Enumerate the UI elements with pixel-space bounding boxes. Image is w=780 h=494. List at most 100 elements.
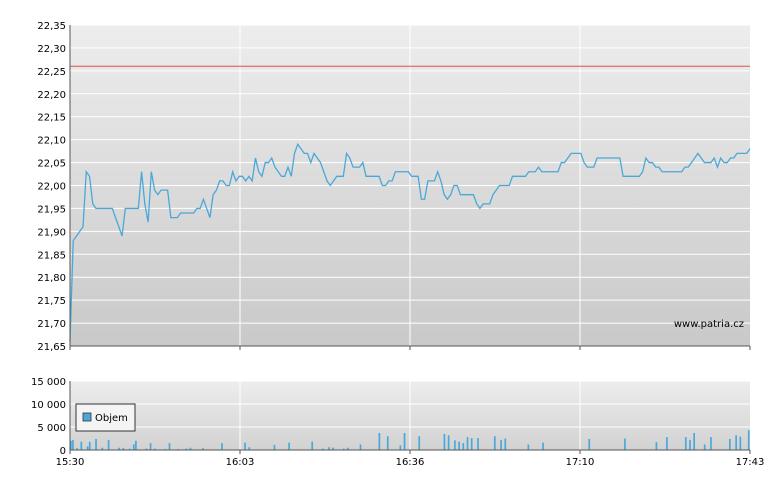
volume-bar xyxy=(462,443,465,450)
volume-bar xyxy=(386,436,389,450)
volume-bar xyxy=(527,444,530,450)
x-tick-label: 17:10 xyxy=(566,457,595,468)
volume-bar xyxy=(101,447,104,450)
volume-bar xyxy=(542,442,544,450)
volume-bar xyxy=(332,447,335,450)
volume-bar xyxy=(729,438,731,450)
volume-bar xyxy=(458,441,460,450)
volume-bar xyxy=(202,448,204,450)
volume-bar xyxy=(288,442,290,450)
x-tick-label: 15:30 xyxy=(56,457,85,468)
volume-bar xyxy=(185,448,188,450)
volume-bar xyxy=(493,436,496,450)
volume-y-tick-label: 0 xyxy=(60,446,66,457)
volume-y-tick-label: 5 000 xyxy=(37,423,66,434)
volume-bar xyxy=(477,438,479,450)
volume-bar xyxy=(321,448,324,450)
volume-bar xyxy=(403,432,406,450)
volume-bar xyxy=(248,447,251,450)
volume-bar xyxy=(122,448,125,450)
legend-label: Objem xyxy=(95,413,128,424)
watermark: www.patria.cz xyxy=(674,319,744,330)
volume-bar xyxy=(107,439,110,450)
volume-bars xyxy=(70,430,750,450)
volume-bar xyxy=(693,432,696,450)
volume-bar xyxy=(189,447,192,450)
price-y-tick-label: 21,70 xyxy=(37,319,66,330)
volume-bar xyxy=(447,435,450,450)
volume-bar xyxy=(168,443,171,450)
volume-bar xyxy=(739,436,742,450)
volume-bar xyxy=(76,448,78,450)
volume-bar xyxy=(359,444,362,450)
volume-bar xyxy=(666,437,668,450)
x-tick-label: 17:43 xyxy=(736,457,765,468)
volume-y-axis: 0 5 000 10 000 15 000 xyxy=(31,377,66,457)
volume-bar xyxy=(588,438,591,450)
price-y-tick-label: 22,25 xyxy=(37,67,66,78)
price-y-tick-label: 21,90 xyxy=(37,227,66,238)
volume-bar xyxy=(655,442,658,450)
volume-bar xyxy=(153,448,156,450)
volume-bar xyxy=(128,448,131,450)
volume-bar xyxy=(735,435,737,450)
volume-bar xyxy=(684,437,687,450)
volume-vertical-gridlines xyxy=(239,381,581,450)
volume-bar xyxy=(311,441,314,450)
volume-bar xyxy=(86,446,89,450)
volume-bar xyxy=(145,448,148,450)
price-y-tick-label: 21,95 xyxy=(37,204,66,215)
volume-bar xyxy=(342,448,345,450)
volume-bar xyxy=(244,442,246,450)
volume-bar xyxy=(328,447,330,450)
legend-box xyxy=(75,403,136,432)
price-series-line xyxy=(69,142,751,342)
volume-bar xyxy=(624,438,626,450)
price-y-tick-label: 22,00 xyxy=(37,182,66,193)
volume-bar xyxy=(470,438,473,450)
volume-bar xyxy=(703,444,706,450)
volume-bar xyxy=(418,436,421,450)
volume-bar xyxy=(70,440,72,450)
volume-bar xyxy=(399,445,402,450)
volume-y-tick-label: 10 000 xyxy=(31,400,66,411)
price-y-tick-label: 21,65 xyxy=(37,342,66,353)
x-tick-label: 16:36 xyxy=(396,457,425,468)
price-y-tick-label: 22,10 xyxy=(37,136,66,147)
volume-bar xyxy=(221,443,223,450)
price-y-tick-label: 22,30 xyxy=(37,44,66,55)
volume-bar xyxy=(95,438,97,450)
volume-bar xyxy=(454,440,456,450)
volume-bar xyxy=(118,447,120,450)
volume-y-tick-label: 15 000 xyxy=(31,377,66,388)
price-y-tick-label: 22,35 xyxy=(37,21,66,32)
volume-bar xyxy=(710,437,712,450)
price-y-tick-label: 22,15 xyxy=(37,113,66,124)
volume-bar xyxy=(72,439,74,450)
volume-bar xyxy=(132,444,135,450)
volume-bar xyxy=(378,432,381,450)
volume-bar xyxy=(149,443,152,450)
price-y-axis: 21,65 21,70 21,75 21,80 21,85 21,90 21,95 22,00… xyxy=(37,21,66,353)
volume-bar xyxy=(466,437,469,450)
volume-bar xyxy=(504,438,507,450)
price-y-tick-label: 21,75 xyxy=(37,296,66,307)
volume-x-ticks xyxy=(69,450,751,454)
x-axis-labels: 15:30 16:03 16:36 17:10 17:43 xyxy=(56,457,765,468)
volume-legend: Objem xyxy=(75,403,136,432)
x-tick-label: 16:03 xyxy=(226,457,255,468)
price-vertical-gridlines xyxy=(239,25,581,346)
volume-bar xyxy=(689,439,691,450)
legend-swatch xyxy=(82,412,92,422)
volume-bar xyxy=(80,441,83,450)
price-y-tick-label: 22,20 xyxy=(37,90,66,101)
volume-bar xyxy=(747,430,750,450)
volume-bar xyxy=(88,441,91,450)
price-y-tick-label: 21,85 xyxy=(37,250,66,261)
volume-bar xyxy=(135,440,137,450)
volume-bar xyxy=(443,433,446,450)
price-y-tick-label: 21,80 xyxy=(37,273,66,284)
price-x-ticks xyxy=(69,346,751,350)
